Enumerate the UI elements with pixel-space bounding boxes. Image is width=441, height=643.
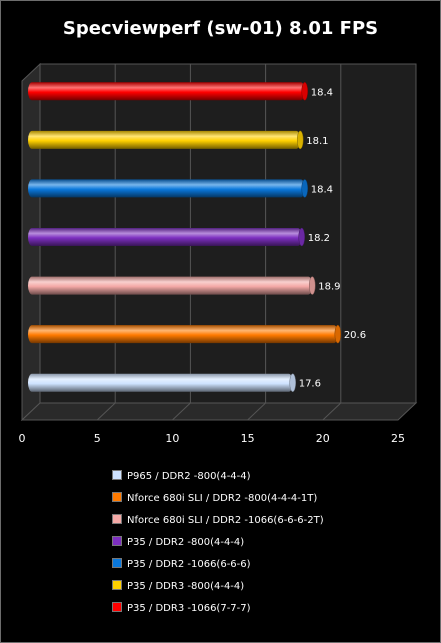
legend-label: P35 / DDR3 -800(4-4-4) [127, 581, 245, 592]
bar-body [28, 179, 305, 198]
x-tick-label: 10 [165, 432, 179, 445]
gridline-floor [322, 402, 342, 421]
x-tick-label: 5 [94, 432, 101, 445]
data-labels: 17.6 20.6 18.9 18.2 18.4 18.1 18.4 [299, 87, 366, 389]
legend-item: P35 / DDR3 -1066(7-7-7) [112, 598, 324, 620]
bar [28, 179, 308, 198]
legend-label: P965 / DDR2 -800(4-4-4) [127, 471, 251, 482]
legend-item: Nforce 680i SLI / DDR2 -800(4-4-4-1T) [112, 488, 324, 510]
bar-cap [301, 179, 308, 198]
bar-body [28, 276, 313, 295]
legend-swatch [112, 514, 122, 524]
bar [28, 324, 342, 344]
data-label: 20.6 [344, 330, 366, 341]
bar-cap [298, 227, 305, 247]
legend-swatch [112, 558, 122, 568]
bar-body [28, 82, 305, 101]
x-tick-label: 20 [316, 432, 330, 445]
legend-item: P35 / DDR2 -1066(6-6-6) [112, 554, 324, 576]
legend-label: Nforce 680i SLI / DDR2 -800(4-4-4-1T) [127, 493, 318, 504]
data-label: 18.4 [311, 87, 333, 98]
legend-swatch [112, 492, 122, 502]
legend-label: P35 / DDR2 -800(4-4-4) [127, 537, 245, 548]
legend-item: Nforce 680i SLI / DDR2 -1066(6-6-6-2T) [112, 510, 324, 532]
bar [28, 227, 305, 247]
x-tick-label: 15 [241, 432, 255, 445]
bar-cap [301, 82, 308, 101]
legend-swatch [112, 536, 122, 546]
bar [28, 373, 296, 392]
bar-cap [296, 130, 304, 150]
legend-label: Nforce 680i SLI / DDR2 -1066(6-6-6-2T) [127, 515, 324, 526]
legend-swatch [112, 470, 122, 480]
bar-cap [289, 373, 296, 392]
legend: P965 / DDR2 -800(4-4-4) Nforce 680i SLI /… [112, 466, 324, 620]
bar-chart: 17.6 20.6 18.9 18.2 18.4 18.1 18.4 0 5 10 15 20 25 [19, 62, 418, 445]
x-tick-label: 0 [19, 432, 26, 445]
gridline-floor [247, 402, 266, 421]
bar [28, 276, 316, 295]
legend-swatch [112, 580, 122, 590]
chart-title: Specviewperf (sw-01) 8.01 FPS [62, 18, 379, 39]
legend-item: P35 / DDR2 -800(4-4-4) [112, 532, 324, 554]
bar [28, 130, 304, 150]
bar-cap [309, 276, 316, 295]
bar [28, 82, 308, 101]
gridline-floor [96, 402, 116, 421]
legend-label: P35 / DDR3 -1066(7-7-7) [127, 603, 251, 614]
x-tick-label: 25 [391, 432, 405, 445]
data-label: 17.6 [299, 379, 321, 390]
bars [28, 82, 342, 392]
bar-body [28, 373, 293, 392]
data-label: 18.4 [311, 184, 333, 195]
legend-item: P35 / DDR3 -800(4-4-4) [112, 576, 324, 598]
data-label: 18.1 [306, 136, 328, 147]
gridline-floor [172, 402, 191, 421]
legend-swatch [112, 602, 122, 612]
legend-item: P965 / DDR2 -800(4-4-4) [112, 466, 324, 488]
floor [20, 402, 418, 421]
bar-body [28, 130, 301, 149]
legend-label: P35 / DDR2 -1066(6-6-6) [127, 559, 251, 570]
x-axis-ticks: 0 5 10 15 20 25 [19, 432, 406, 445]
data-label: 18.2 [308, 233, 330, 244]
bar-body [28, 325, 338, 344]
data-label: 18.9 [318, 282, 340, 293]
bar-body [28, 228, 302, 246]
bar-cap [334, 324, 342, 344]
